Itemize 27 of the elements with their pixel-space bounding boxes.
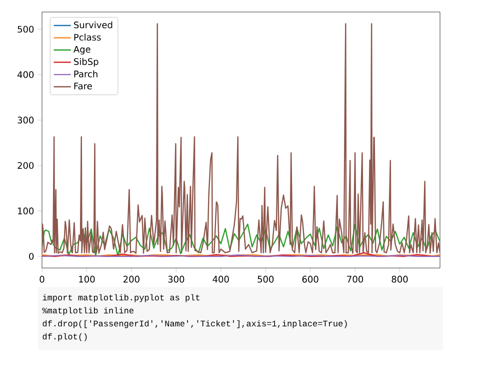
legend-label: Fare	[74, 82, 92, 90]
legend-label: Survived	[74, 21, 112, 28]
x-tick-label: 800	[392, 276, 408, 283]
line-series	[42, 23, 440, 254]
x-tick-label: 300	[168, 276, 184, 283]
y-tick-label: 300	[18, 116, 34, 124]
y-tick-label: 400	[17, 71, 34, 78]
y-tick-label: 100	[18, 208, 34, 214]
legend-label: SibSp	[74, 58, 98, 67]
x-tick-label: 600	[302, 276, 318, 283]
x-tick-label: 100	[79, 276, 95, 283]
text: df.plot()	[42, 333, 87, 342]
x-tick-label: 400	[212, 276, 229, 283]
line-series	[42, 224, 440, 257]
legend-label: Parch	[74, 70, 98, 78]
x-tick-label: 0	[40, 276, 44, 283]
x-tick-label: 500	[258, 276, 274, 283]
text: df.drop(['PassengerId','Name','Ticket'],axis=1,inplace=True)	[42, 320, 347, 328]
y-tick-label: 0	[29, 252, 34, 260]
x-tick-label: 200	[124, 276, 140, 283]
text: %matplotlib inline	[42, 307, 134, 316]
x-tick-label: 700	[347, 276, 364, 283]
legend-label: Pclass	[74, 34, 101, 41]
y-tick-label: 500	[18, 26, 34, 33]
legend-label: Age	[74, 46, 90, 54]
text: import matplotlib.pyplot as plt	[42, 294, 200, 302]
y-tick-label: 200	[18, 162, 34, 169]
